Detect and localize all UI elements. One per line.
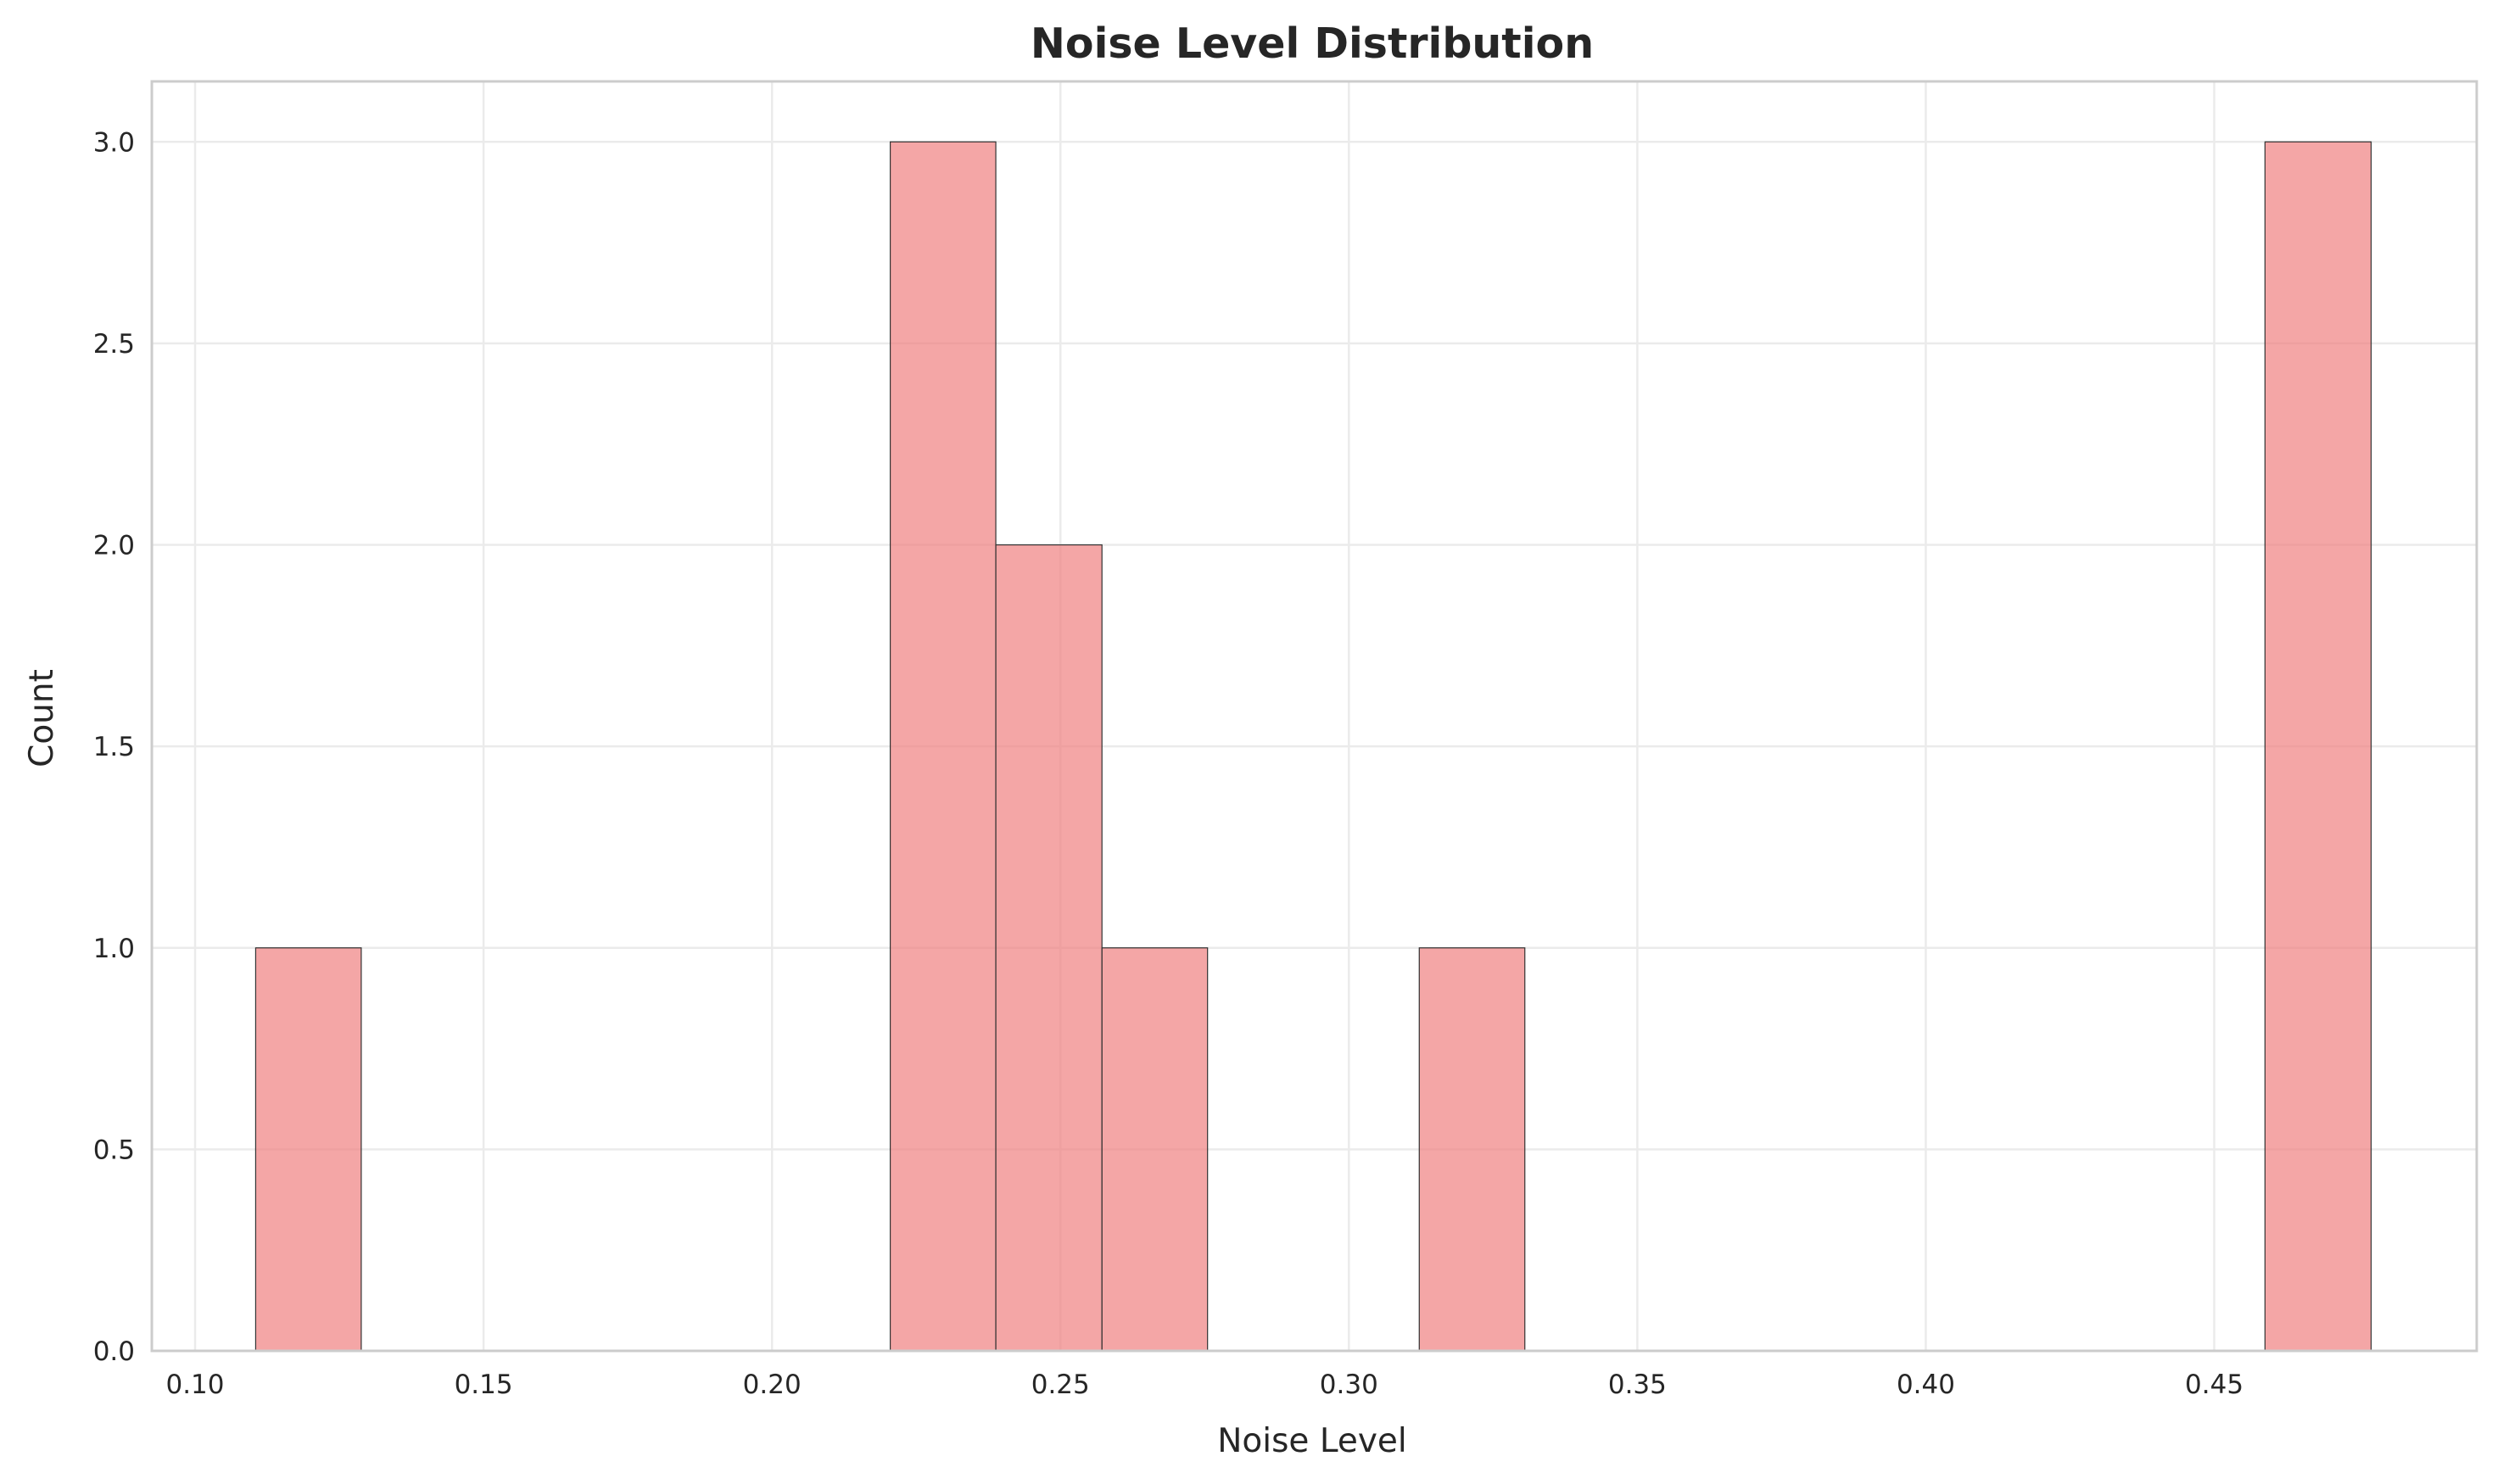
x-tick-label: 0.45 <box>2185 1370 2243 1400</box>
y-axis-label: Count <box>23 669 61 767</box>
y-tick-labels: 0.0 0.5 1.0 1.5 2.0 2.5 3.0 <box>93 127 135 1367</box>
histogram-bar <box>1101 947 1209 1352</box>
chart-title: Noise Level Distribution <box>1031 20 1594 68</box>
histogram-bar <box>2264 141 2372 1352</box>
x-tick-label: 0.15 <box>455 1370 513 1400</box>
y-tick-label: 1.5 <box>93 732 135 762</box>
y-tick-label: 0.0 <box>93 1336 135 1367</box>
grid-lines <box>152 81 2477 1353</box>
y-tick-label: 1.0 <box>93 934 135 964</box>
x-tick-label: 0.25 <box>1031 1370 1090 1400</box>
x-axis-label: Noise Level <box>1217 1422 1407 1460</box>
plot-frame <box>150 80 2478 1353</box>
y-tick-label: 2.0 <box>93 531 135 561</box>
histogram-bar <box>995 544 1103 1352</box>
x-tick-labels: 0.10 0.15 0.20 0.25 0.30 0.35 0.40 0.45 <box>165 1370 2243 1400</box>
histogram-bar <box>889 141 997 1352</box>
y-tick-label: 2.5 <box>93 329 135 360</box>
x-tick-label: 0.10 <box>165 1370 224 1400</box>
x-tick-label: 0.20 <box>743 1370 802 1400</box>
x-tick-label: 0.35 <box>1608 1370 1667 1400</box>
x-tick-label: 0.30 <box>1320 1370 1378 1400</box>
y-tick-label: 0.5 <box>93 1135 135 1165</box>
y-tick-label: 3.0 <box>93 127 135 158</box>
histogram-bars <box>254 141 2372 1352</box>
histogram-bar <box>254 947 362 1352</box>
x-tick-label: 0.40 <box>1897 1370 1955 1400</box>
histogram-bar <box>1418 947 1526 1352</box>
